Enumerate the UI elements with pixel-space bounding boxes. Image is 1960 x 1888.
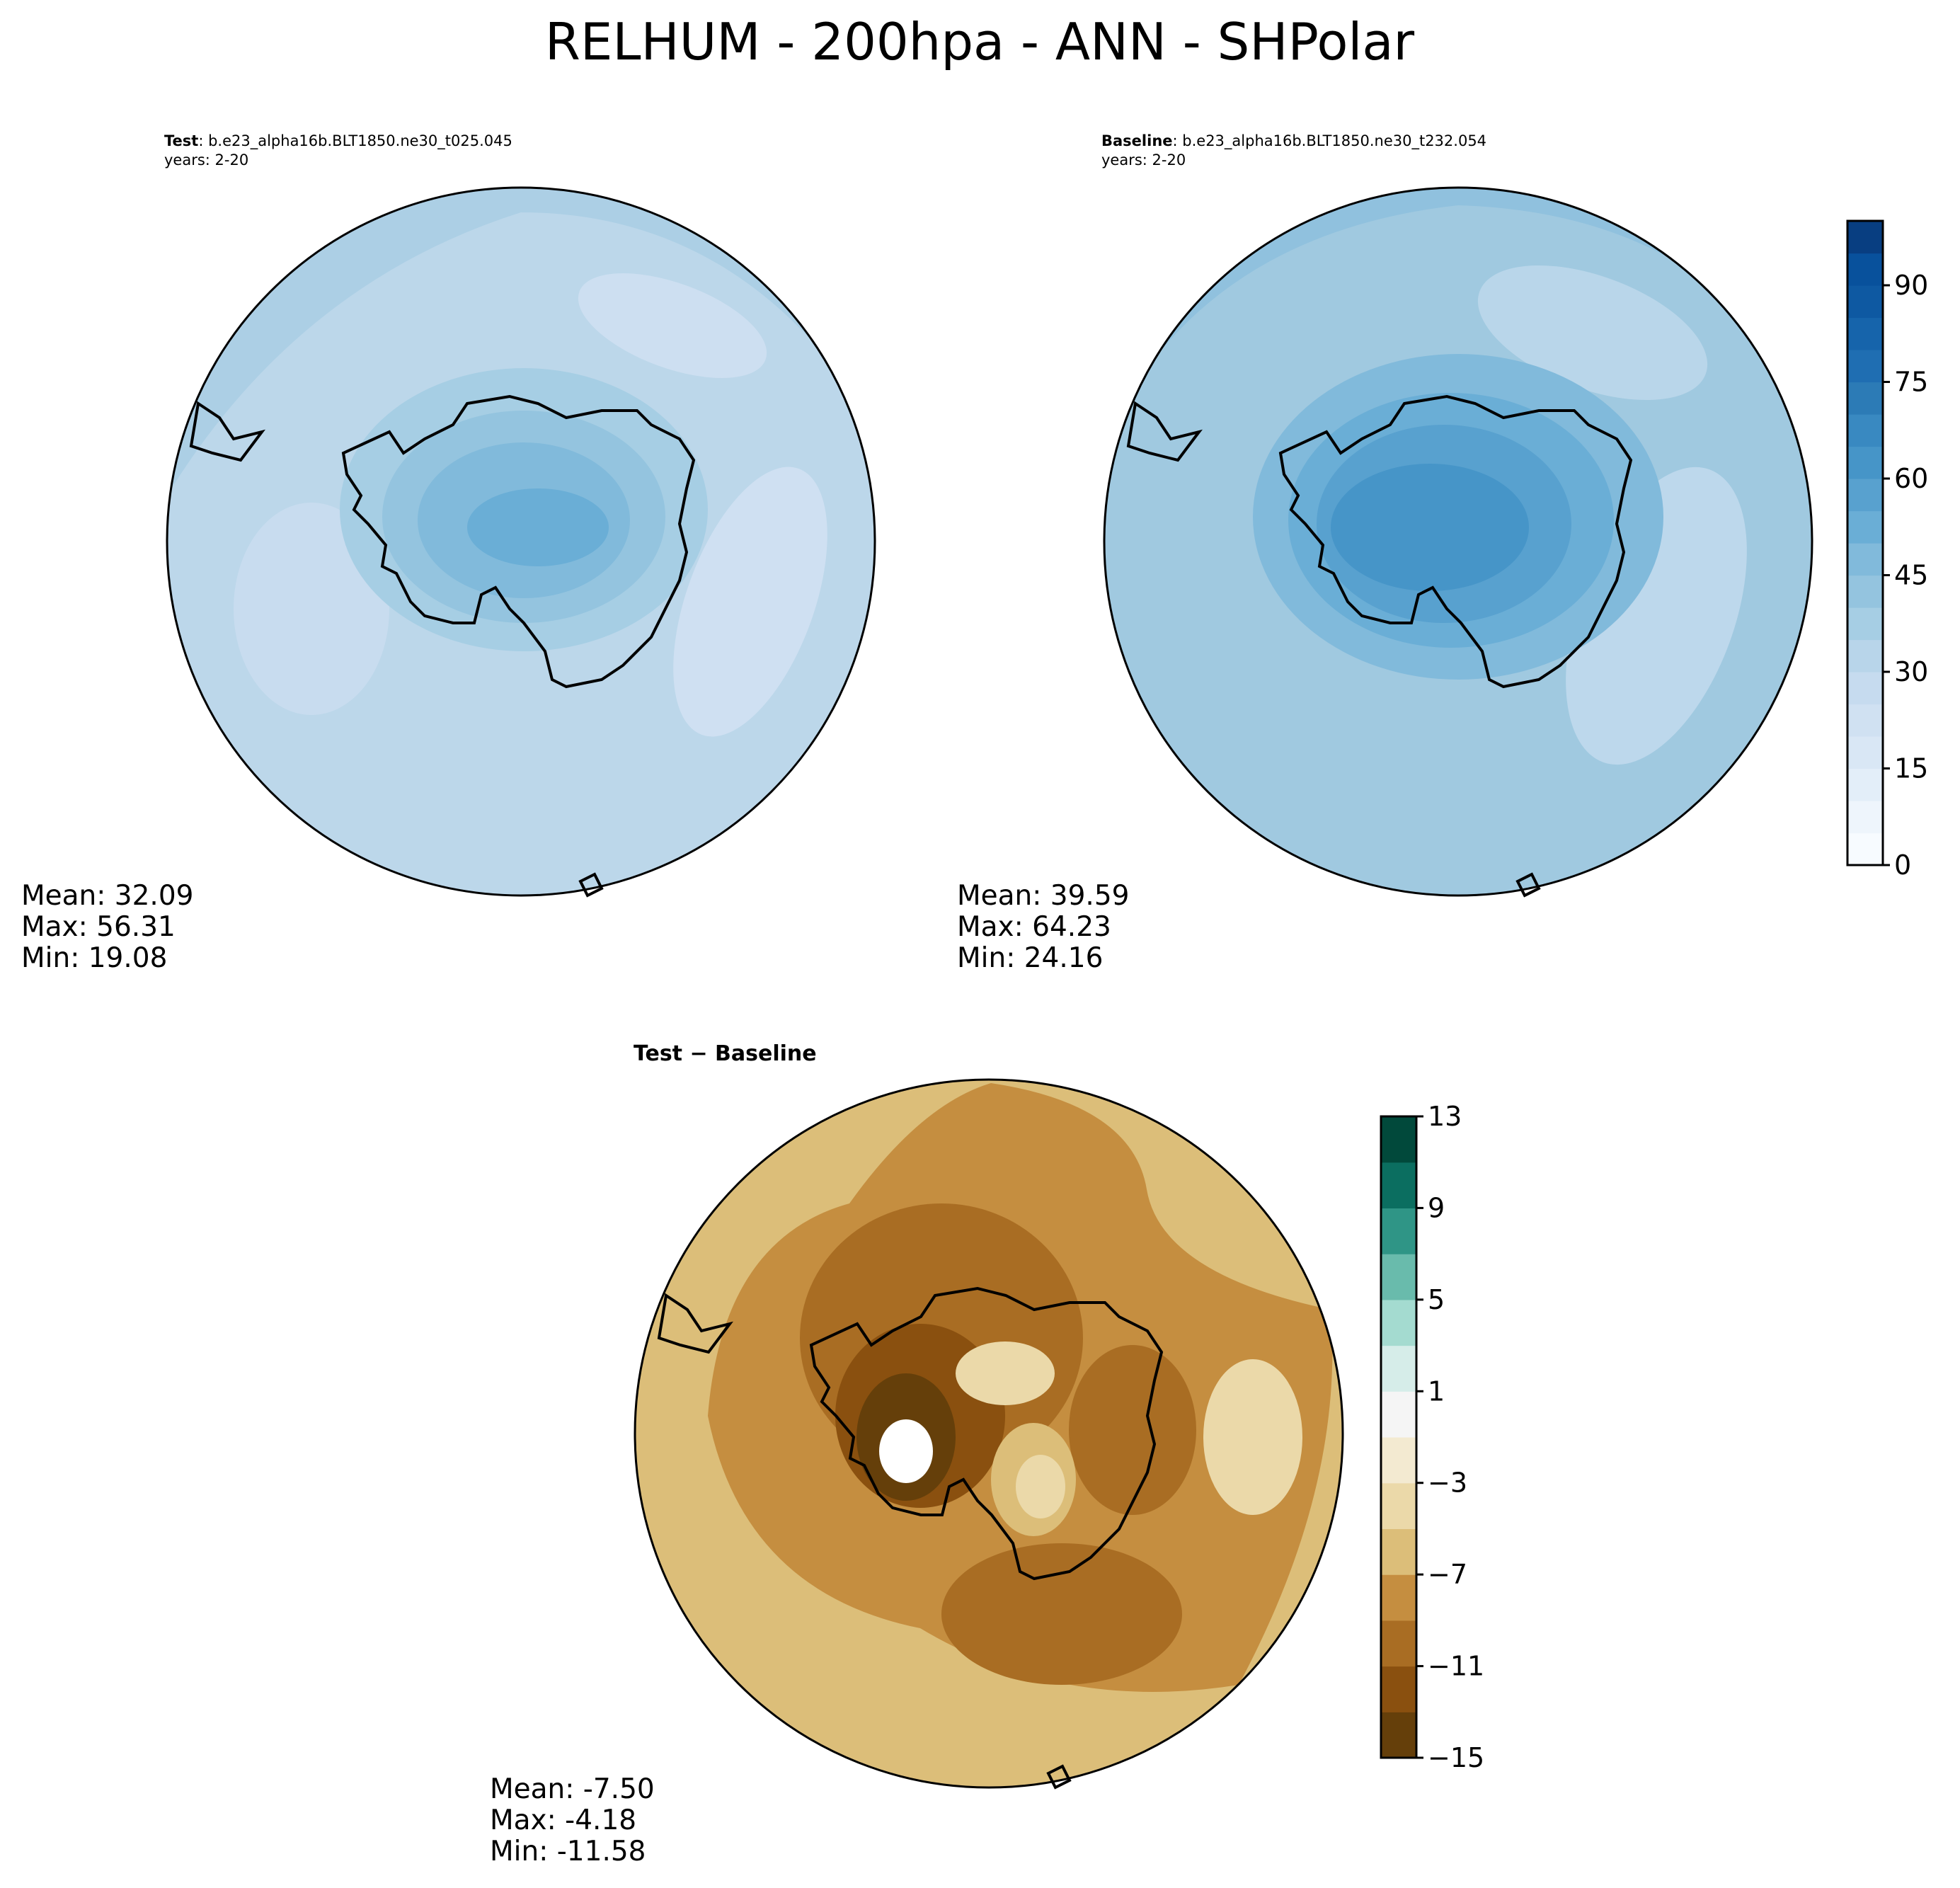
panel-baseline-years: years: 2-20 [1101,151,1186,168]
colorbar-main-segment [1847,479,1883,512]
colorbar-diff-tick-label: 1 [1428,1375,1445,1407]
colorbar-main-tick-label: 15 [1894,753,1928,784]
panel-test-years: years: 2-20 [164,151,248,168]
colorbar-main-segment [1847,833,1883,866]
colorbar-main-segment [1847,253,1883,286]
colorbar-diff-segment [1381,1116,1416,1163]
colorbar-diff-segment [1381,1345,1416,1392]
colorbar-diff-tick-label: −15 [1428,1742,1484,1773]
colorbar-main-segment [1847,575,1883,608]
colorbar-main-tick-label: 45 [1894,560,1928,591]
panel-test-boundary [166,186,876,897]
coastline-fragment [1046,1764,1072,1790]
colorbar-main-tick-label: 60 [1894,463,1928,494]
colorbar-diff-tick-label: −7 [1428,1559,1467,1590]
colorbar-diff-segment [1381,1437,1416,1484]
colorbar-diff-segment [1381,1528,1416,1575]
colorbar-main-segment [1847,414,1883,447]
colorbar-main-segment [1847,768,1883,801]
colorbar-main-segment [1847,510,1883,544]
colorbar-main-segment [1847,446,1883,479]
colorbar-diff-segment [1381,1162,1416,1209]
colorbar-diff-frame [1380,1115,1418,1759]
colorbar-diff-segment [1381,1391,1416,1438]
south-america-coastline [1126,401,1203,462]
colorbar-diff-tick-label: 9 [1428,1192,1445,1223]
colorbar-main-segment [1847,672,1883,705]
panel-baseline-max: Max: 64.23 [957,911,1111,943]
colorbar-diff-tick-label: 5 [1428,1284,1445,1315]
panel-baseline-mean: Mean: 39.59 [957,880,1129,912]
colorbar-main-tick-label: 90 [1894,270,1928,301]
colorbar-diff-segment [1381,1482,1416,1530]
colorbar-main-segment [1847,607,1883,641]
panel-test-mean: Mean: 32.09 [21,880,193,912]
panel-diff-mean: Mean: -7.50 [490,1773,655,1805]
colorbar-main-frame [1846,219,1884,866]
panel-test-label: Test: b.e23_alpha16b.BLT1850.ne30_t025.0… [164,132,512,150]
panel-diff-map [635,1080,1343,1787]
colorbar-diff-segment [1381,1666,1416,1712]
panel-test-max: Max: 56.31 [21,911,176,943]
panel-diff-label: Test − Baseline [634,1041,817,1066]
colorbar-diff-tick-label: −3 [1428,1468,1467,1499]
colorbar-main-segment [1847,736,1883,769]
colorbar-main-segment [1847,543,1883,576]
south-america-coastline [657,1293,733,1354]
colorbar-diff-segment [1381,1208,1416,1254]
colorbar-main-segment [1847,350,1883,383]
figure-title: RELHUM - 200hpa - ANN - SHPolar [545,12,1415,71]
panel-test-map [167,188,875,896]
colorbar-main-segment [1847,285,1883,319]
panel-diff-max: Max: -4.18 [490,1804,636,1836]
panel-baseline-label: Baseline: b.e23_alpha16b.BLT1850.ne30_t2… [1101,132,1486,150]
antarctica-coastline [1278,394,1633,689]
panel-baseline-map [1104,188,1812,896]
colorbar-main-segment [1847,639,1883,673]
colorbar-diff-segment [1381,1574,1416,1621]
coastline-fragment [1515,872,1541,898]
colorbar-main-segment [1847,317,1883,350]
colorbar-main-segment [1847,221,1883,254]
panel-baseline-boundary [1103,186,1813,897]
colorbar-diff-segment [1381,1254,1416,1300]
panel-diff-boundary [634,1078,1344,1789]
panel-baseline: Baseline: b.e23_alpha16b.BLT1850.ne30_t2… [957,132,1813,974]
panel-diff-min: Min: -11.58 [490,1836,646,1867]
antarctica-coastline [809,1286,1164,1581]
colorbar-diff-segment [1381,1620,1416,1667]
colorbar-main: 0 15 30 45 60 75 90 [1846,219,1928,881]
panel-test-min: Min: 19.08 [21,942,167,974]
panel-diff: Test − Baseline Mean: -7.50 Max: -4.18 M… [490,1041,1344,1867]
colorbar-diff-tick-label: 13 [1428,1101,1462,1132]
colorbar-main-tick-label: 0 [1894,849,1911,881]
colorbar-diff-tick-label: −11 [1428,1651,1484,1682]
antarctica-coastline [341,394,696,689]
colorbar-diff: 13 9 5 1 −3 −7 −11 −15 [1380,1101,1484,1773]
colorbar-main-tick-label: 30 [1894,656,1928,687]
panel-baseline-min: Min: 24.16 [957,942,1103,974]
colorbar-main-tick-label: 75 [1894,367,1928,398]
colorbar-main-segment [1847,382,1883,415]
colorbar-main-segment [1847,704,1883,737]
panel-test: Test: b.e23_alpha16b.BLT1850.ne30_t025.0… [21,132,876,974]
colorbar-diff-segment [1381,1712,1416,1758]
colorbar-diff-segment [1381,1299,1416,1346]
colorbar-main-segment [1847,801,1883,834]
coastline-fragment [578,872,604,898]
south-america-coastline [189,401,265,462]
